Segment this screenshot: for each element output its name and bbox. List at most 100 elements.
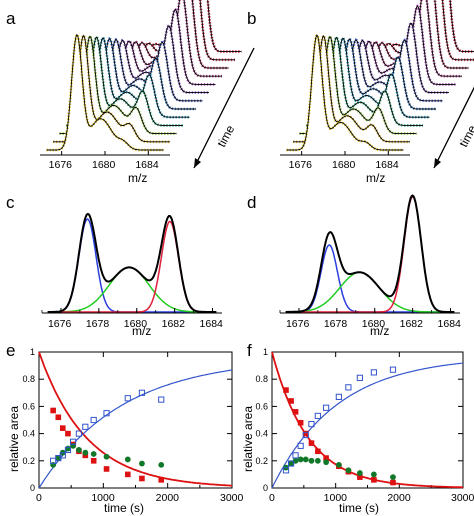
- y-tick-label: 0.4: [22, 429, 35, 439]
- x-tick-label: 1680: [124, 318, 148, 330]
- data-point-blue: [314, 412, 321, 420]
- panel-b-x-axis: 1676 1680 1684: [280, 86, 474, 171]
- data-point-blue: [59, 452, 66, 459]
- data-point-green: [356, 470, 363, 476]
- data-point-blue: [158, 396, 165, 403]
- data-point-green: [103, 453, 110, 460]
- panel-c-plot: 1676 1678 1680 1682 1684: [41, 212, 224, 330]
- x-tick-label: 1684: [135, 159, 159, 171]
- panel-b-time-label: time: [456, 123, 474, 150]
- data-point-green: [50, 461, 57, 468]
- data-point-blue: [288, 460, 295, 467]
- x-tick-label: 1676: [289, 159, 313, 171]
- panel-a-xlabel: m/z: [128, 171, 147, 185]
- data-point-green: [158, 461, 165, 468]
- data-point-blue: [345, 384, 352, 391]
- x-tick-label: 1678: [86, 318, 110, 330]
- panel-a-traces: [46, 0, 242, 152]
- panel-f-label: f: [247, 341, 252, 360]
- total-curve: [285, 194, 455, 313]
- data-point-blue: [335, 393, 342, 400]
- x-tick-label: 1680: [332, 159, 356, 171]
- data-point-red: [297, 419, 304, 426]
- fit-curve-decay: [38, 351, 232, 487]
- plot-frame: [38, 351, 233, 489]
- panel-e-xlabel: time (s): [104, 501, 144, 515]
- y-tick-label: 0.8: [255, 374, 268, 384]
- x-tick-label: 1676: [286, 318, 310, 330]
- data-point-blue: [69, 438, 77, 445]
- data-point-blue: [75, 430, 82, 437]
- data-point-blue: [90, 416, 97, 424]
- data-point-red: [292, 409, 299, 415]
- panel-a: a 1676 1680 1684 m/z time: [6, 0, 255, 185]
- data-point-green: [390, 474, 396, 481]
- time-arrow: [433, 86, 474, 169]
- panel-a-label: a: [6, 9, 16, 28]
- panel-b-traces: [286, 0, 474, 152]
- data-point-red: [139, 475, 145, 482]
- data-point-green: [139, 460, 145, 467]
- data-point-red: [55, 414, 62, 421]
- data-point-blue: [138, 389, 146, 396]
- data-point-red: [283, 387, 289, 393]
- panel-a-x-axis: 1676 1680 1684: [40, 47, 255, 171]
- data-point-green: [65, 445, 71, 452]
- x-tick-label: 3000: [451, 492, 474, 504]
- data-point-green: [308, 457, 315, 464]
- data-point-green: [75, 447, 82, 453]
- data-point-red: [65, 430, 71, 437]
- data-point-blue: [389, 366, 397, 373]
- data-point-blue: [297, 442, 304, 449]
- data-point-red: [90, 458, 97, 464]
- x-tick-label: 1676: [49, 159, 73, 171]
- data-point-red: [390, 479, 396, 486]
- x-tick-label: 1678: [324, 318, 348, 330]
- data-point-blue: [370, 369, 377, 376]
- panel-f: f 0 1000 2000 3000 0 0.2 0.4 0.6 0.8 1 time (s) r…: [241, 341, 474, 515]
- component-curve-1: [47, 218, 217, 313]
- panel-d-plot: 1676 1678 1680 1682 1684: [279, 194, 462, 330]
- y-tick-label: 1: [30, 347, 35, 357]
- panel-c-label: c: [6, 193, 15, 212]
- data-point-blue: [124, 395, 131, 402]
- x-tick-label: 1682: [400, 318, 424, 330]
- data-point-blue: [302, 431, 309, 439]
- panel-e: e 0 1000 2000 3000 0 0.2 0.4 0.6 0.8 1 time (s) r…: [6, 341, 244, 515]
- data-point-red: [60, 425, 66, 431]
- data-point-green: [70, 442, 76, 449]
- data-point-red: [315, 448, 321, 455]
- x-tick-label: 1684: [438, 318, 462, 330]
- data-point-red: [124, 471, 131, 478]
- data-point-blue: [356, 374, 363, 381]
- data-point-red: [371, 477, 377, 483]
- panel-d-label: d: [247, 193, 256, 212]
- fit-trace-0: [286, 34, 404, 151]
- panel-b-label: b: [247, 9, 256, 28]
- panel-f-plot: 0 1000 2000 3000 0 0.2 0.4 0.6 0.8 1: [255, 347, 474, 504]
- data-point-red: [158, 477, 165, 483]
- y-tick-label: 0: [263, 483, 268, 493]
- panel-d: d 1676 1678 1680 1682 1684 m/z: [247, 193, 461, 338]
- data-point-green: [288, 460, 294, 467]
- data-point-blue: [103, 410, 110, 417]
- x-tick-label: 0: [36, 492, 42, 504]
- y-tick-label: 0.6: [255, 401, 268, 411]
- data-point-red: [288, 398, 294, 404]
- panel-c: c 1676 1678 1680 1682 1684 m/z: [6, 193, 223, 338]
- trace-fill-0: [286, 35, 404, 150]
- time-arrowhead: [434, 158, 441, 168]
- data-point-green: [124, 456, 131, 463]
- data-point-green: [297, 456, 304, 463]
- data-point-green: [90, 451, 97, 457]
- y-tick-label: 0.4: [255, 429, 268, 439]
- fit-curve-rise: [271, 362, 464, 489]
- data-point-blue: [82, 423, 89, 430]
- x-tick-label: 3000: [220, 492, 244, 504]
- time-arrow: [193, 47, 255, 169]
- x-tick-label: 1684: [200, 318, 224, 330]
- data-point-green: [302, 456, 309, 463]
- data-point-blue: [64, 446, 72, 454]
- data-point-blue: [323, 404, 330, 411]
